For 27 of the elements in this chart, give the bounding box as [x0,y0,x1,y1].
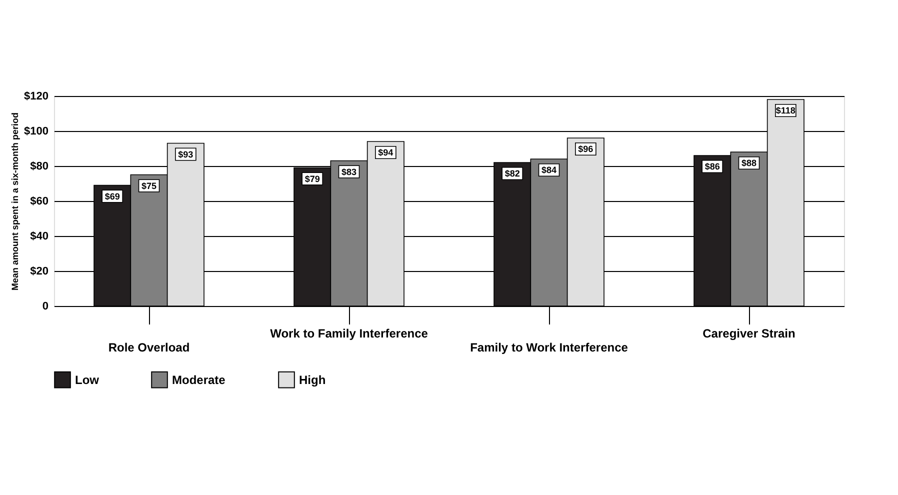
y-tick-label: $120 [24,90,48,102]
data-label: $86 [704,162,720,172]
x-tick-label: Family to Work Interference [470,340,628,354]
data-label: $79 [304,174,320,184]
legend-label: Low [75,372,100,387]
y-tick-label: $60 [30,196,48,208]
y-tick-label: $40 [30,230,48,242]
legend-label: Moderate [172,372,226,387]
x-tick-label: Role Overload [108,340,190,354]
y-tick-label: $100 [24,126,48,138]
y-axis-title: Mean amount spent in a six-month period [10,112,20,291]
y-tick-label: $20 [30,266,48,278]
y-tick-label: 0 [42,300,48,312]
y-tick-label: $80 [30,160,48,172]
data-label: $75 [141,180,157,191]
data-label: $96 [578,144,594,154]
data-label: $93 [178,149,194,160]
data-label: $83 [341,166,357,177]
legend-label: High [299,372,326,387]
data-label: $82 [504,168,520,178]
data-label: $94 [378,148,394,158]
x-tick-label: Caregiver Strain [702,326,796,340]
data-label: $118 [776,106,796,116]
x-tick-label: Work to Family Interference [270,326,428,340]
data-label: $88 [741,158,757,168]
data-label: $84 [541,165,557,175]
data-label: $69 [104,191,120,202]
